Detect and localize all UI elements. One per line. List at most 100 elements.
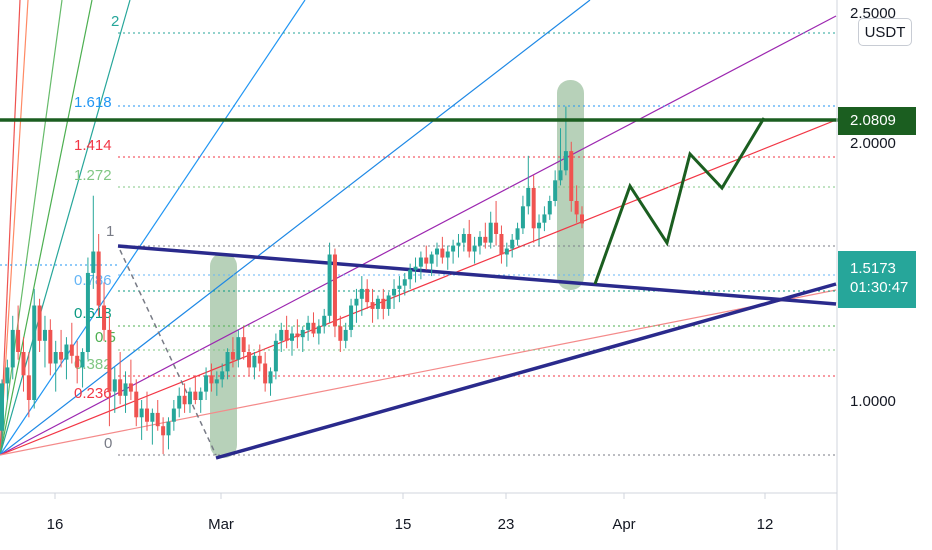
candle-body xyxy=(268,371,273,384)
candle-body xyxy=(96,251,101,306)
candle-body xyxy=(440,248,445,258)
candle-body xyxy=(456,242,461,246)
highlight-zones xyxy=(210,80,584,458)
candle-body xyxy=(85,272,90,353)
projection-path xyxy=(593,117,766,285)
candle-body xyxy=(80,352,85,368)
channel-lines xyxy=(117,244,837,460)
candle-body xyxy=(510,239,515,249)
x-tick-label: 15 xyxy=(395,516,412,533)
fan-line xyxy=(0,0,591,456)
candle-body xyxy=(526,187,531,207)
candle-body xyxy=(0,383,4,431)
candle-body xyxy=(477,236,482,246)
candle-body xyxy=(445,251,450,258)
candle-body xyxy=(220,371,225,380)
fib-level-label: 2 xyxy=(111,13,119,30)
candle-body xyxy=(69,344,74,356)
candle-body xyxy=(252,355,257,368)
price-tag-resistance-value: 2.0809 xyxy=(850,112,896,129)
x-tick-label: 23 xyxy=(498,516,515,533)
candle-body xyxy=(359,288,364,299)
candle-body xyxy=(467,233,472,252)
candle-body xyxy=(531,187,536,229)
candle-body xyxy=(295,333,300,338)
candle-body xyxy=(236,337,241,360)
candle-body xyxy=(338,326,343,341)
candle-body xyxy=(306,322,311,330)
candle-body xyxy=(204,375,209,392)
candle-body xyxy=(279,329,284,341)
candle-body xyxy=(177,395,182,409)
candle-body xyxy=(547,200,552,215)
candle-body xyxy=(102,305,107,330)
candle-body xyxy=(402,279,407,286)
candle-body xyxy=(354,298,359,306)
candle-body xyxy=(520,206,525,229)
candle-body xyxy=(284,329,289,341)
candle-body xyxy=(574,200,579,215)
candle-body xyxy=(300,329,305,338)
x-axis-ticks: 16 Mar 15 23 Apr 12 xyxy=(47,493,774,533)
fib-level-label: 0.786 xyxy=(74,272,112,289)
candle-body xyxy=(327,254,332,316)
candles xyxy=(0,106,584,455)
candle-body xyxy=(537,222,542,229)
candle-body xyxy=(461,233,466,243)
candle-body xyxy=(263,363,268,384)
candle-body xyxy=(392,288,397,296)
fib-level-label: 1 xyxy=(106,223,114,240)
candle-body xyxy=(107,329,112,392)
candle-body xyxy=(424,257,429,264)
candle-body xyxy=(311,322,316,334)
swing-line xyxy=(119,249,217,456)
candle-body xyxy=(37,305,42,341)
candle-body xyxy=(118,379,123,396)
candle-body xyxy=(580,214,584,224)
candle-body xyxy=(386,295,391,309)
candle-body xyxy=(128,383,133,392)
fan-line xyxy=(0,0,21,456)
candle-body xyxy=(209,375,214,384)
fib-level-label: 1.618 xyxy=(74,94,112,111)
candle-body xyxy=(123,383,128,396)
candle-body xyxy=(435,248,439,255)
candle-body xyxy=(193,391,198,400)
fan-line xyxy=(0,0,93,456)
candle-body xyxy=(187,391,192,405)
candle-body xyxy=(48,329,53,364)
candle-body xyxy=(515,228,520,240)
candle-body xyxy=(32,305,37,400)
y-tick-label: 2.0000 xyxy=(850,135,896,152)
candle-body xyxy=(26,375,31,400)
candle-body xyxy=(504,248,509,255)
candle-body xyxy=(161,426,166,436)
candle-body xyxy=(343,329,348,341)
candle-body xyxy=(225,352,230,372)
candle-body xyxy=(155,412,160,427)
fan-line xyxy=(0,0,29,456)
candle-body xyxy=(166,421,171,436)
x-tick-label: 12 xyxy=(757,516,774,533)
support-trendline xyxy=(215,282,837,460)
candle-body xyxy=(332,254,337,327)
candle-body xyxy=(472,245,477,252)
candle-body xyxy=(365,288,370,303)
fib-level-label: 1.272 xyxy=(74,167,112,184)
x-tick-label: 16 xyxy=(47,516,64,533)
candle-body xyxy=(542,214,547,223)
fib-level-label: 0.236 xyxy=(74,385,112,402)
candle-body xyxy=(375,298,380,309)
candle-body xyxy=(59,352,64,360)
y-tick-label: 2.5000 xyxy=(850,5,896,22)
candle-body xyxy=(413,266,418,270)
candle-body xyxy=(5,367,10,384)
resistance-trendline xyxy=(117,244,837,306)
y-tick-label: 1.0000 xyxy=(850,393,896,410)
candle-body xyxy=(64,344,69,360)
candle-body xyxy=(112,379,117,392)
candle-body xyxy=(21,352,26,376)
fib-level-label: 0.382 xyxy=(74,356,112,373)
fib-level-label: 0.5 xyxy=(95,329,116,346)
currency-unit-badge[interactable]: USDT xyxy=(858,18,912,46)
